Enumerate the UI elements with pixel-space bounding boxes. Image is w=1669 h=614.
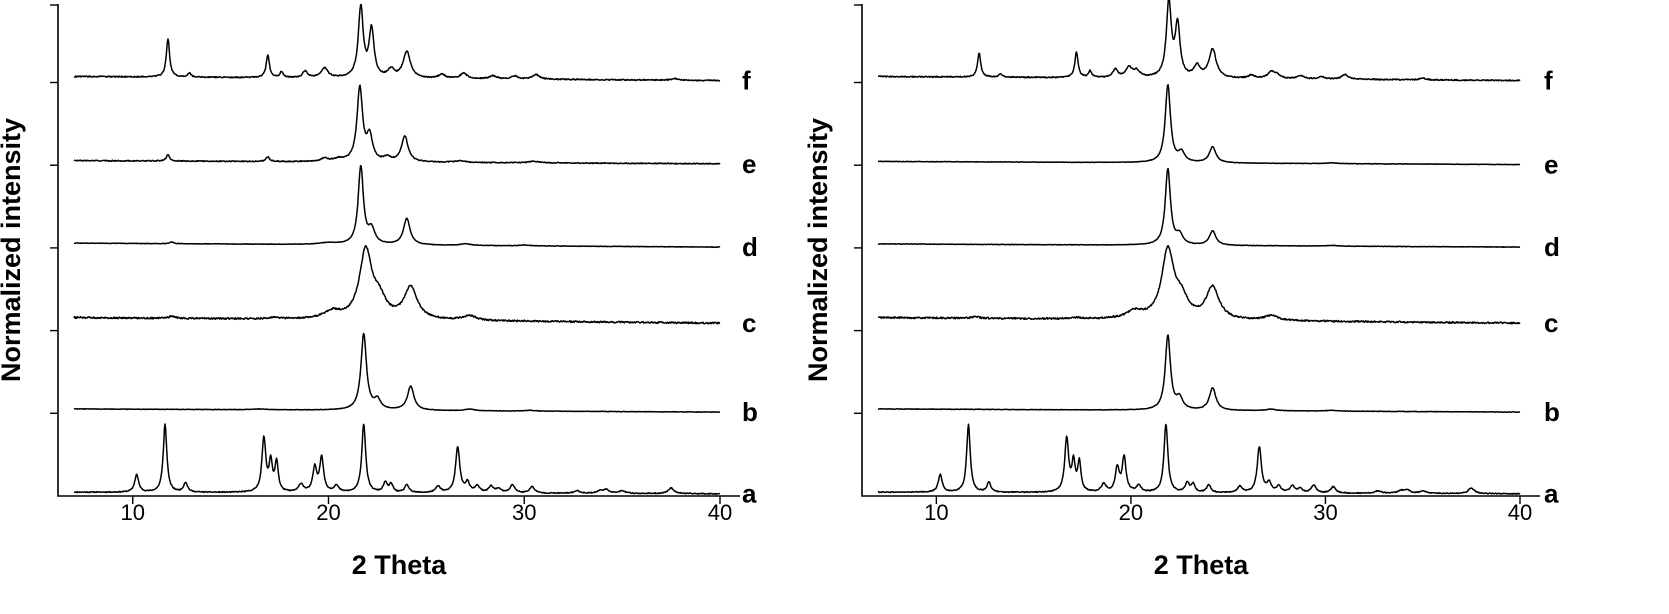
series-line-a xyxy=(73,423,721,495)
x-tick-label: 30 xyxy=(512,500,536,525)
series-line-f xyxy=(877,0,1521,82)
x-tick-label: 10 xyxy=(120,500,144,525)
series-label-d: d xyxy=(1544,232,1560,262)
series-label-e: e xyxy=(1544,150,1558,180)
series-line-d xyxy=(73,164,721,249)
series-line-c xyxy=(877,244,1521,325)
x-axis-title: 2 Theta xyxy=(352,550,448,580)
x-tick-label: 40 xyxy=(708,500,732,525)
series-label-a: a xyxy=(742,479,757,509)
x-axis-title: 2 Theta xyxy=(1154,550,1250,580)
series-line-e xyxy=(73,84,721,165)
y-axis-title: Normalized intensity xyxy=(0,118,26,382)
series-label-f: f xyxy=(742,65,751,95)
series-label-d: d xyxy=(742,232,758,262)
x-tick-label: 10 xyxy=(924,500,948,525)
x-tick-label: 20 xyxy=(316,500,340,525)
series-label-c: c xyxy=(742,308,756,338)
x-tick-label: 20 xyxy=(1119,500,1143,525)
series-label-c: c xyxy=(1544,308,1558,338)
series-label-f: f xyxy=(1544,65,1553,95)
y-axis-title: Normalized intensity xyxy=(803,118,833,382)
series-line-c xyxy=(73,244,721,325)
series-line-b xyxy=(73,332,721,413)
left-panel: 10 20 30 40 2 Theta Normalized intensity a b c d e… xyxy=(0,3,758,580)
series-label-b: b xyxy=(1544,397,1560,427)
series-line-a xyxy=(877,423,1521,495)
axis-frame xyxy=(57,4,740,497)
series-line-e xyxy=(877,84,1521,166)
series-line-f xyxy=(73,3,721,82)
series-label-a: a xyxy=(1544,479,1559,509)
x-tick-label: 30 xyxy=(1313,500,1337,525)
axis-frame xyxy=(861,4,1540,497)
right-panel: 10 20 30 40 2 Theta Normalized intensity a b c d e… xyxy=(803,0,1560,580)
x-tick-label: 40 xyxy=(1508,500,1532,525)
series-line-d xyxy=(877,167,1521,249)
series-label-b: b xyxy=(742,397,758,427)
series-label-e: e xyxy=(742,149,756,179)
series-line-b xyxy=(877,334,1521,414)
